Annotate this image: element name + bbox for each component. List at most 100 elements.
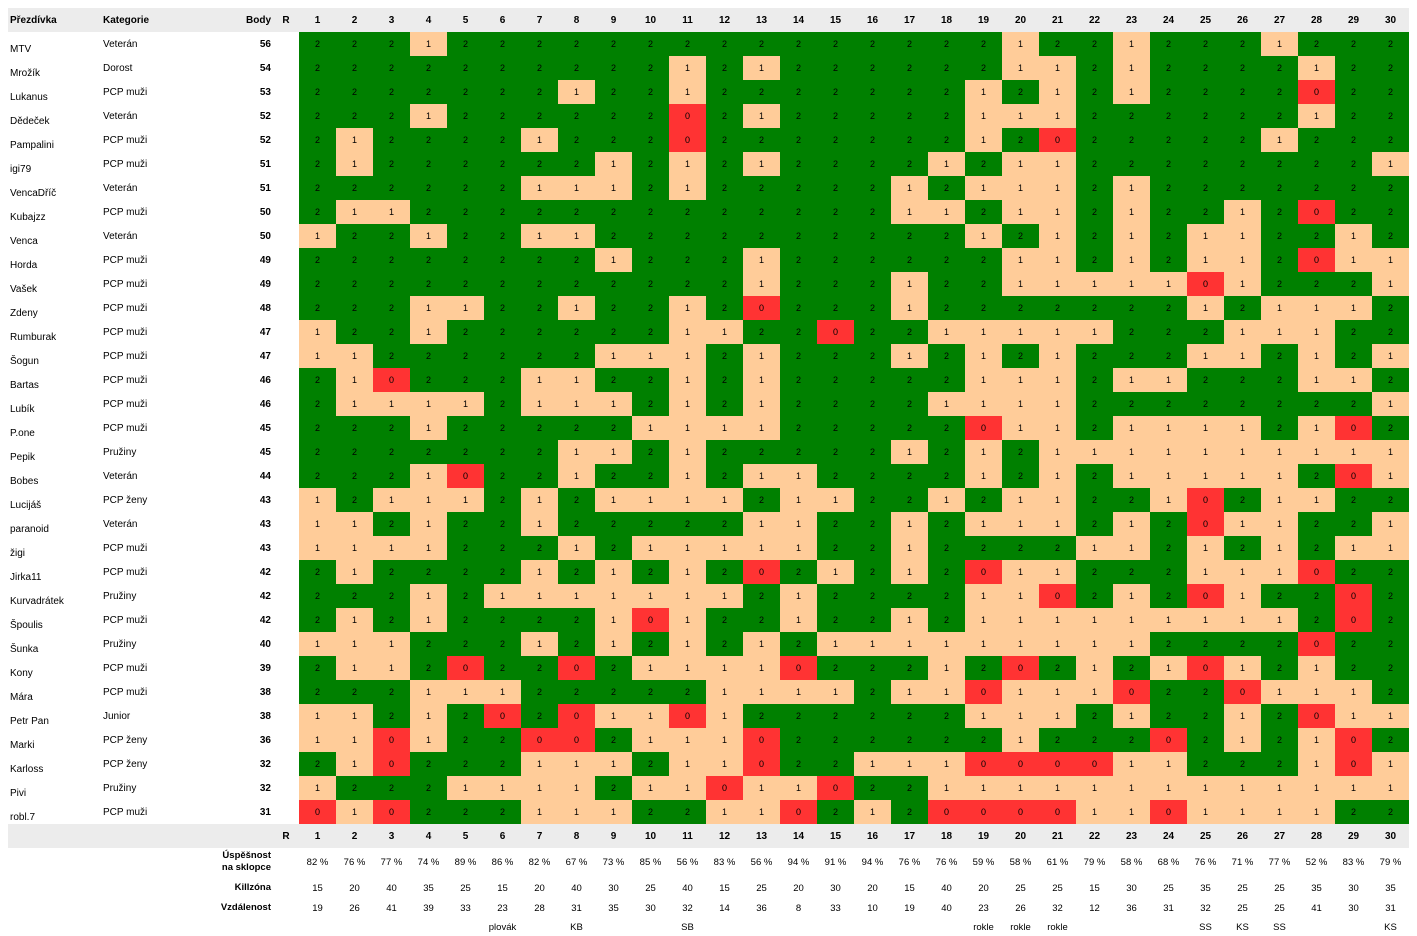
score-cell: 1	[1298, 680, 1335, 704]
score-cell: 1	[336, 704, 373, 728]
score-cell: 2	[1150, 344, 1187, 368]
score-cell: 1	[928, 680, 965, 704]
success-rate: 83 %	[713, 856, 736, 868]
score-cell: 1	[1224, 416, 1261, 440]
score-cell: 1	[965, 80, 1002, 104]
score-cell: 1	[1298, 488, 1335, 512]
score-cell: 2	[706, 272, 743, 296]
score-cell: 1	[1372, 704, 1409, 728]
score-cell: 2	[1039, 728, 1076, 752]
score-cell: 1	[669, 80, 706, 104]
score-cell: 2	[1076, 488, 1113, 512]
score-cell: 1	[1224, 200, 1261, 224]
score-cell: 2	[1076, 416, 1113, 440]
score-cell: 2	[1261, 728, 1298, 752]
score-cell: 1	[410, 296, 447, 320]
score-cell: 1	[447, 776, 484, 800]
score-cell: 2	[1372, 608, 1409, 632]
score-cell: 1	[743, 800, 780, 824]
row-r	[273, 656, 299, 680]
distance-value: 8	[795, 902, 802, 914]
score-cell: 2	[1150, 200, 1187, 224]
score-cell: 1	[743, 632, 780, 656]
score-cell: 2	[965, 656, 1002, 680]
score-cell: 1	[743, 104, 780, 128]
score-cell: 2	[780, 56, 817, 80]
score-cell: 2	[1076, 104, 1113, 128]
score-cell: 2	[780, 728, 817, 752]
row-r	[273, 800, 299, 824]
score-cell: 1	[1335, 440, 1372, 464]
header-target: 4	[410, 8, 447, 32]
score-cell: 2	[965, 152, 1002, 176]
score-cell: 1	[965, 104, 1002, 128]
score-cell: 1	[1298, 656, 1335, 680]
score-cell: 1	[1002, 416, 1039, 440]
score-cell: 2	[558, 560, 595, 584]
note-value: KS	[1236, 921, 1249, 933]
score-cell: 0	[1298, 704, 1335, 728]
row-points: 47	[259, 350, 271, 362]
score-cell: 0	[1002, 800, 1039, 824]
score-cell: 1	[1002, 680, 1039, 704]
table-row: Mrožík Dorost 54 2 2 2 2 2 2 2 2 2 2 1 2 1 2 2 2 2 2 2 1 1 2 1 2 2 2…	[8, 56, 1409, 80]
score-cell: 2	[1002, 440, 1039, 464]
score-cell: 1	[1224, 344, 1261, 368]
distance-value: 41	[386, 902, 397, 914]
row-points: 43	[259, 542, 271, 554]
score-cell: 2	[1076, 152, 1113, 176]
row-category: PCP muži	[103, 375, 148, 386]
score-cell: 1	[780, 680, 817, 704]
score-cell: 2	[706, 560, 743, 584]
score-cell: 1	[558, 536, 595, 560]
score-cell: 1	[373, 488, 410, 512]
score-cell: 2	[1002, 344, 1039, 368]
score-cell: 1	[1335, 368, 1372, 392]
score-cell: 1	[928, 320, 965, 344]
score-cell: 1	[1150, 368, 1187, 392]
score-cell: 2	[632, 632, 669, 656]
score-cell: 2	[817, 224, 854, 248]
score-cell: 1	[1224, 608, 1261, 632]
row-points: 46	[259, 398, 271, 410]
killzone-value: 25	[1163, 882, 1174, 894]
header-target: 1	[299, 8, 336, 32]
score-cell: 1	[706, 584, 743, 608]
score-cell: 1	[1224, 440, 1261, 464]
score-cell: 2	[817, 512, 854, 536]
score-cell: 2	[373, 584, 410, 608]
row-nick: Bartas	[10, 380, 39, 391]
score-cell: 0	[1335, 464, 1372, 488]
score-cell: 2	[1224, 632, 1261, 656]
score-cell: 2	[669, 32, 706, 56]
score-cell: 1	[1298, 104, 1335, 128]
note-value: rokle	[973, 921, 994, 933]
score-cell: 2	[336, 272, 373, 296]
score-cell: 2	[780, 320, 817, 344]
row-points: 38	[259, 686, 271, 698]
score-cell: 2	[928, 368, 965, 392]
score-cell: 0	[965, 752, 1002, 776]
table-row: Pepik Pružiny 45 2 2 2 2 2 2 2 1 1 2 1 2 2 2 2 2 1 2 1 2 1 1 1 1 1 1…	[8, 440, 1409, 464]
row-r	[273, 464, 299, 488]
score-cell: 1	[928, 776, 965, 800]
score-cell: 2	[1224, 368, 1261, 392]
score-cell: 1	[558, 800, 595, 824]
score-cell: 0	[373, 752, 410, 776]
score-cell: 2	[1335, 152, 1372, 176]
score-cell: 2	[1187, 752, 1224, 776]
score-cell: 2	[780, 32, 817, 56]
score-cell: 2	[1261, 704, 1298, 728]
score-cell: 1	[410, 512, 447, 536]
table-row: Petr Pan Junior 38 1 1 2 1 2 0 2 0 1 1 0 1 2 2 2 2 2 2 1 1 1 2 1 2…	[8, 704, 1409, 728]
score-cell: 0	[743, 752, 780, 776]
score-cell: 2	[1372, 800, 1409, 824]
score-cell: 2	[965, 296, 1002, 320]
killzone-value: 20	[534, 882, 545, 894]
score-cell: 1	[780, 608, 817, 632]
score-cell: 1	[595, 176, 632, 200]
table-row: Kurvadrátek Pružiny 42 2 2 2 1 2 1 1 1 1 1 1 1 2 1 2 2 2 2 1 1…	[8, 584, 1409, 608]
score-cell: 2	[447, 32, 484, 56]
score-cell: 2	[743, 224, 780, 248]
score-cell: 1	[558, 80, 595, 104]
